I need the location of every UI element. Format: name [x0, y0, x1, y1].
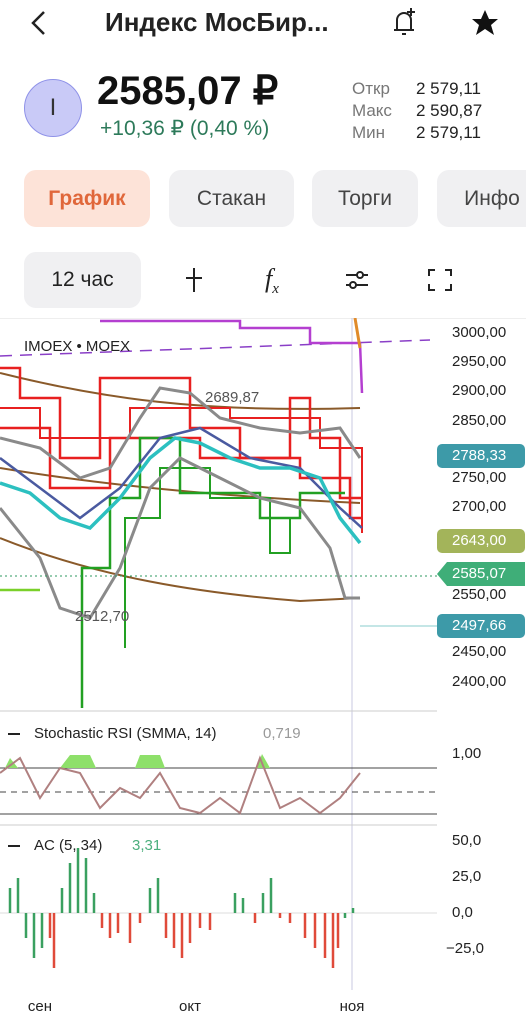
- ac-tick: 50,0: [452, 832, 481, 849]
- stoch-fill: [5, 754, 270, 768]
- green-line: [124, 467, 291, 648]
- ac-tick: 0,0: [452, 904, 473, 921]
- back-button[interactable]: [28, 8, 50, 38]
- stat-value: 2 590,87: [416, 101, 483, 120]
- icon-x: x: [272, 281, 279, 298]
- tab[interactable]: Торги: [312, 170, 418, 227]
- alert-button[interactable]: [389, 6, 419, 38]
- stat-label: Макс: [352, 101, 392, 120]
- band-lower: [0, 456, 360, 620]
- annotation: 2512,70: [75, 608, 129, 625]
- price-tick: 2900,00: [452, 382, 506, 399]
- x-tick-label: окт: [179, 998, 201, 1015]
- x-tick-label: ноя: [340, 998, 365, 1015]
- badge-label: 2585,07: [452, 565, 506, 582]
- badge: [437, 529, 525, 553]
- price: 2585,07 ₽: [97, 69, 279, 113]
- settings-icon[interactable]: [344, 268, 370, 292]
- tab[interactable]: График: [24, 170, 150, 227]
- price-tick: 2700,00: [452, 498, 506, 515]
- price-tick: 2750,00: [452, 469, 506, 486]
- indicator-value: 0,719: [263, 725, 301, 742]
- badge: [437, 614, 525, 638]
- indicator-name: AC (5, 34): [34, 837, 102, 854]
- indicator-name: Stochastic RSI (SMMA, 14): [34, 725, 217, 742]
- brown-line: [0, 372, 361, 410]
- price-tick: 2450,00: [452, 643, 506, 660]
- fullscreen-icon[interactable]: [427, 268, 453, 292]
- price-change: +10,36 ₽ (0,40 %): [100, 117, 270, 140]
- icon-f: f: [265, 264, 273, 293]
- badge-label: 2643,00: [452, 532, 506, 549]
- annotation: 2689,87: [205, 389, 259, 406]
- ac-tick: −25,0: [446, 940, 484, 957]
- ma-line: [0, 426, 363, 529]
- badge-label: 2788,33: [452, 447, 506, 464]
- ac-bars: [48, 913, 340, 968]
- badge: [437, 562, 525, 586]
- legend-bg: [0, 720, 318, 750]
- badge-label: 2497,66: [452, 617, 506, 634]
- ac-bars: [8, 848, 355, 958]
- symbol: IMOEX • MOEX: [24, 338, 130, 355]
- x-tick-label: сен: [28, 998, 52, 1015]
- ticker-icon: I: [24, 79, 82, 137]
- ac-tick: 25,0: [452, 868, 481, 885]
- stoch-tick: 1,00: [452, 745, 481, 762]
- favorite-button[interactable]: [470, 8, 500, 38]
- price-tick: 3000,00: [452, 324, 506, 341]
- price-tick: 2950,00: [452, 353, 506, 370]
- indicator-button[interactable]: fx: [265, 264, 279, 298]
- indicator-value: 3,31: [132, 837, 161, 854]
- dashed-level: [0, 339, 431, 357]
- stat-label: Откр: [352, 79, 390, 98]
- brown-line: [0, 467, 361, 504]
- chart: IMOEX • MOEX 2689,87 2512,70 3000,00 295…: [0, 318, 526, 1015]
- interval-button[interactable]: 12 час: [24, 252, 141, 308]
- stoch-line: [0, 755, 361, 815]
- price-tick: 2850,00: [452, 412, 506, 429]
- red-line: [0, 426, 362, 520]
- stat-label: Мин: [352, 123, 386, 142]
- stat-value: 2 579,11: [416, 123, 481, 142]
- crosshair-icon[interactable]: [182, 266, 206, 294]
- red-line: [0, 366, 362, 500]
- purple-line: [100, 319, 364, 394]
- ma-line: [0, 436, 362, 545]
- band-upper: [0, 386, 362, 480]
- badge: [437, 444, 525, 468]
- tab[interactable]: Стакан: [169, 170, 294, 227]
- orange-line: [353, 318, 362, 349]
- tab[interactable]: Инфо: [437, 170, 526, 227]
- price-tick: 2400,00: [452, 673, 506, 690]
- title: Индекс МосБир...: [105, 7, 329, 37]
- stat-value: 2 579,11: [416, 79, 481, 98]
- brown-line: [0, 537, 361, 603]
- red-line: [0, 407, 363, 533]
- price-tick: 2550,00: [452, 586, 506, 603]
